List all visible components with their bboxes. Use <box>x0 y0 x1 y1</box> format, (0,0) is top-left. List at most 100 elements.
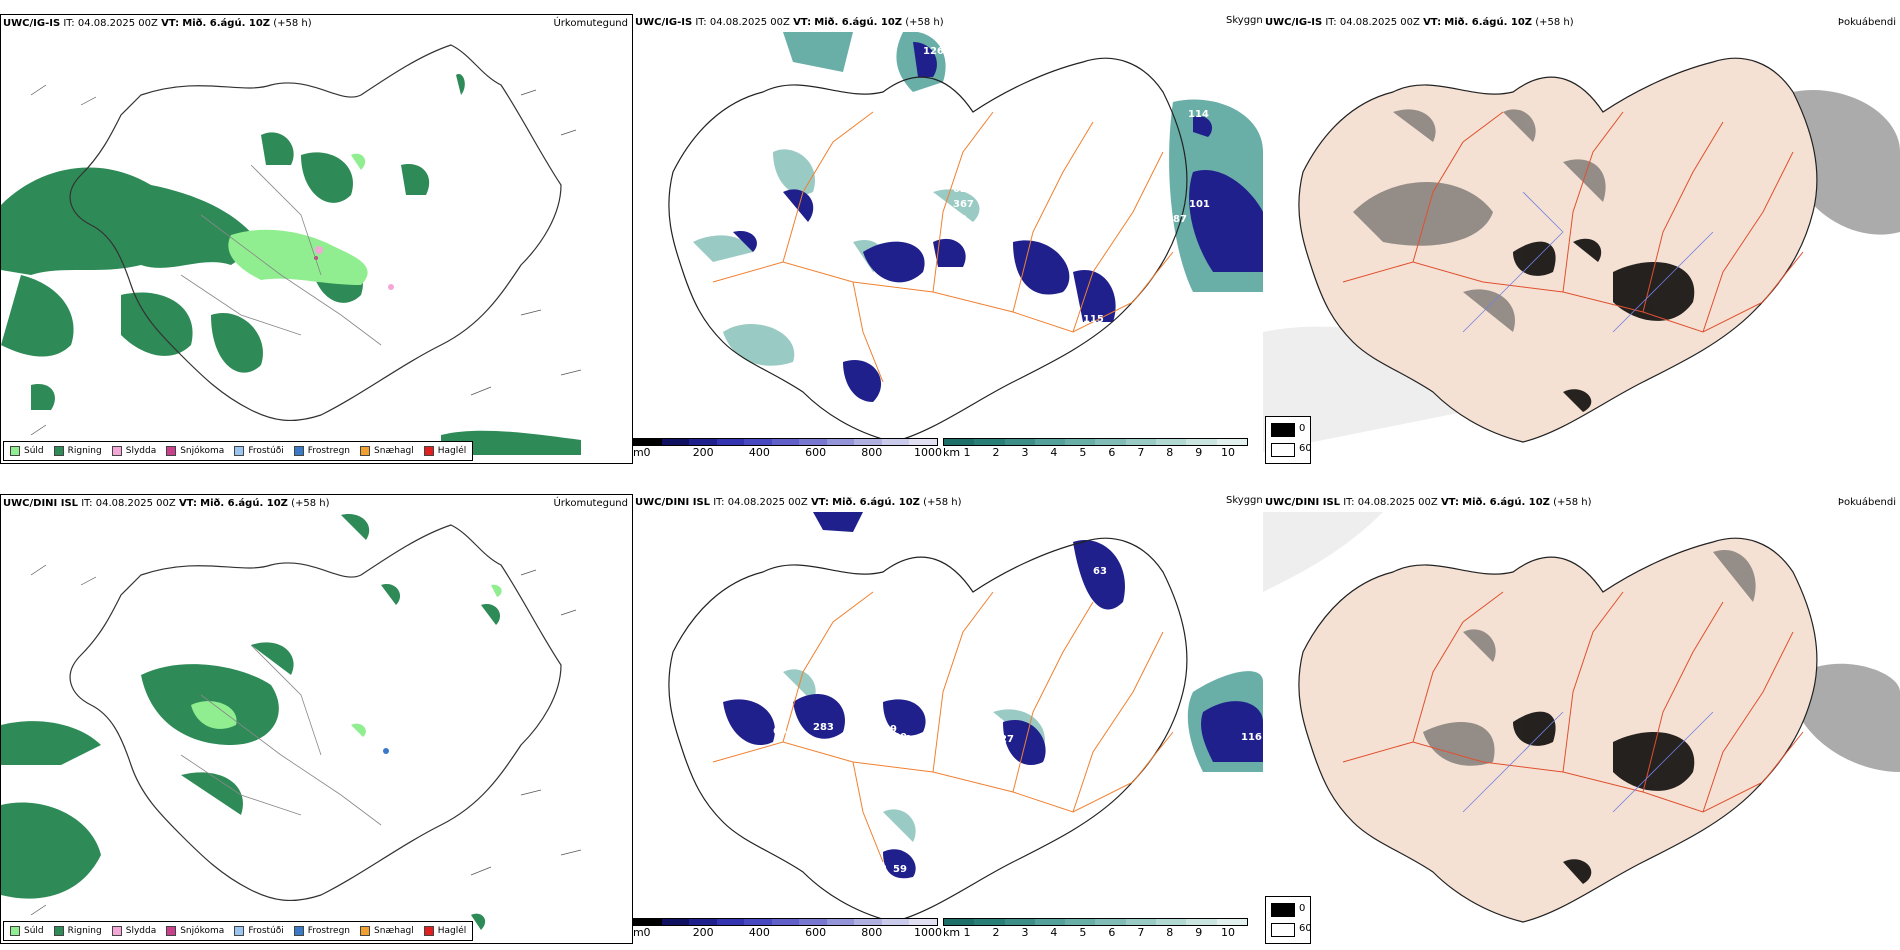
fog-swatch-0 <box>1271 903 1295 917</box>
legend-swatch <box>53 446 64 456</box>
ceiling-value: 95 <box>933 164 947 175</box>
precip-map-graphic <box>1 514 582 930</box>
ceiling-value: 39 <box>898 734 912 745</box>
legend-item-slydda: Slydda <box>111 926 156 936</box>
legend-item-snaehagl: Snæhagl <box>360 926 414 936</box>
ceiling-value: 59 <box>893 864 907 875</box>
fog-swatch-60 <box>1271 923 1295 937</box>
ceiling-value: 63 <box>873 864 887 875</box>
legend-item-snjokoma: Snjókoma <box>166 926 224 936</box>
visibility-colorbar: km 1 2 3 4 5 6 7 8 9 10 <box>943 918 1248 942</box>
panel-header: UWC/DINI ISL IT: 04.08.2025 00Z VT: Mið.… <box>3 498 330 509</box>
ceiling-visibility-map-row1: UWC/IG-IS IT: 04.08.2025 00Z VT: Mið. 6.… <box>633 14 1263 464</box>
ceiling-value: 80 <box>953 214 967 225</box>
ceiling-value: 102 <box>723 196 744 207</box>
legend-item-frostregn: Frostregn <box>293 926 350 936</box>
ceiling-value: 29 <box>895 202 909 213</box>
fog-indicator-map-row2: UWC/DINI ISL IT: 04.08.2025 00Z VT: Mið.… <box>1263 494 1900 944</box>
legend-swatch <box>10 926 20 936</box>
ceiling-value: 43 <box>863 212 877 223</box>
legend-swatch <box>10 446 20 456</box>
fog-legend: 0 60 <box>1265 896 1312 944</box>
ceiling-value: 283 <box>813 722 834 733</box>
ceiling-colorbar: m 0 200 400 600 800 1000 <box>633 438 942 462</box>
panel-header: UWC/IG-IS IT: 04.08.2025 00Z VT: Mið. 6.… <box>3 18 312 29</box>
precip-map-graphic <box>1 44 582 455</box>
ceiling-value: 71 <box>753 204 767 215</box>
ceiling-value: 105 <box>988 764 1009 775</box>
legend-item-rigning: Rigning <box>53 926 102 936</box>
precip-type-map-row1: UWC/IG-IS IT: 04.08.2025 00Z VT: Mið. 6.… <box>0 14 633 464</box>
ceiling-value: 101 <box>1189 199 1210 210</box>
fog-indicator-map-row1: UWC/IG-IS IT: 04.08.2025 00Z VT: Mið. 6.… <box>1263 14 1900 464</box>
panel-header: UWC/IG-IS IT: 04.08.2025 00Z VT: Mið. 6.… <box>1265 17 1574 28</box>
fog-map-graphic <box>1263 57 1900 452</box>
ceiling-value: 77 <box>743 304 757 315</box>
legend-item-snaehagl: Snæhagl <box>360 446 414 456</box>
fog-swatch-60 <box>1271 443 1295 457</box>
ceiling-value: 63 <box>973 732 987 743</box>
ceiling-visibility-map-row2: UWC/DINI ISL IT: 04.08.2025 00Z VT: Mið.… <box>633 494 1263 944</box>
legend-swatch <box>423 926 434 936</box>
ceiling-value: 367 <box>953 199 974 210</box>
ceiling-value: 213 <box>813 189 834 200</box>
legend-swatch <box>293 446 304 456</box>
fog-swatch-0 <box>1271 423 1295 437</box>
ceiling-value: 52 <box>978 249 992 260</box>
ceiling-value: 114 <box>1188 109 1209 120</box>
legend-swatch <box>423 446 434 456</box>
legend-swatch <box>360 926 371 936</box>
legend-swatch <box>234 446 245 456</box>
legend-item-frostudi: Frostúði <box>234 446 284 456</box>
panel-header: UWC/IG-IS IT: 04.08.2025 00Z VT: Mið. 6.… <box>635 17 944 28</box>
legend-swatch <box>53 926 64 936</box>
visibility-colorbar: km 1 2 3 4 5 6 7 8 9 10 <box>943 438 1248 462</box>
ceiling-value: 39 <box>883 724 897 735</box>
panel-header: UWC/DINI ISL IT: 04.08.2025 00Z VT: Mið.… <box>635 497 962 508</box>
ceiling-value: 41 <box>879 224 893 235</box>
ceiling-value: 63 <box>1093 566 1107 577</box>
legend-swatch <box>293 926 304 936</box>
legend-item-haglel: Haglél <box>423 446 466 456</box>
fog-title: Þokuábendi <box>1837 17 1896 28</box>
ceiling-value: 115 <box>1083 314 1104 325</box>
ceiling-value: 36 <box>845 224 859 235</box>
legend-swatch <box>166 926 177 936</box>
legend-swatch <box>234 926 245 936</box>
ceiling-value: 66 <box>963 229 977 240</box>
ceiling-value: 87 <box>1227 774 1241 785</box>
ceiling-value: 83 <box>993 199 1007 210</box>
ceiling-value: 504 <box>873 169 894 180</box>
legend-swatch <box>111 446 122 456</box>
legend-item-sud: Súld <box>10 926 44 936</box>
legend-item-haglel: Haglél <box>423 926 466 936</box>
legend-item-rigning: Rigning <box>53 446 102 456</box>
legend-item-frostregn: Frostregn <box>293 446 350 456</box>
ceiling-colorbar: m 0 200 400 600 800 1000 <box>633 918 942 942</box>
legend-swatch <box>360 446 371 456</box>
ceiling-value: 33 <box>993 294 1007 305</box>
legend-item-slydda: Slydda <box>111 446 156 456</box>
precip-title: Úrkomutegund <box>553 498 628 509</box>
ceiling-value: 27 <box>1000 734 1014 745</box>
precip-legend: Súld Rigning Slydda Snjókoma Frostúði Fr… <box>3 921 474 941</box>
precip-legend: Súld Rigning Slydda Snjókoma Frostúði Fr… <box>3 441 474 461</box>
visibility-title: Skyggni <box>1226 15 1266 26</box>
ceiling-value: 40 <box>893 732 907 743</box>
legend-item-frostudi: Frostúði <box>234 926 284 936</box>
ceiling-value: 116 <box>1241 732 1262 743</box>
legend-item-snjokoma: Snjókoma <box>166 446 224 456</box>
ceiling-value: 87 <box>1173 214 1187 225</box>
ceiling-value: 126 <box>923 46 944 57</box>
fog-map-graphic <box>1263 512 1900 923</box>
legend-swatch <box>111 926 122 936</box>
ceiling-value: 42 <box>853 717 867 728</box>
ceiling-value: 65 <box>773 726 787 737</box>
precip-type-map-row2: UWC/DINI ISL IT: 04.08.2025 00Z VT: Mið.… <box>0 494 633 944</box>
visibility-title: Skyggni <box>1226 495 1266 506</box>
ceiling-value: 42 <box>1128 586 1142 597</box>
